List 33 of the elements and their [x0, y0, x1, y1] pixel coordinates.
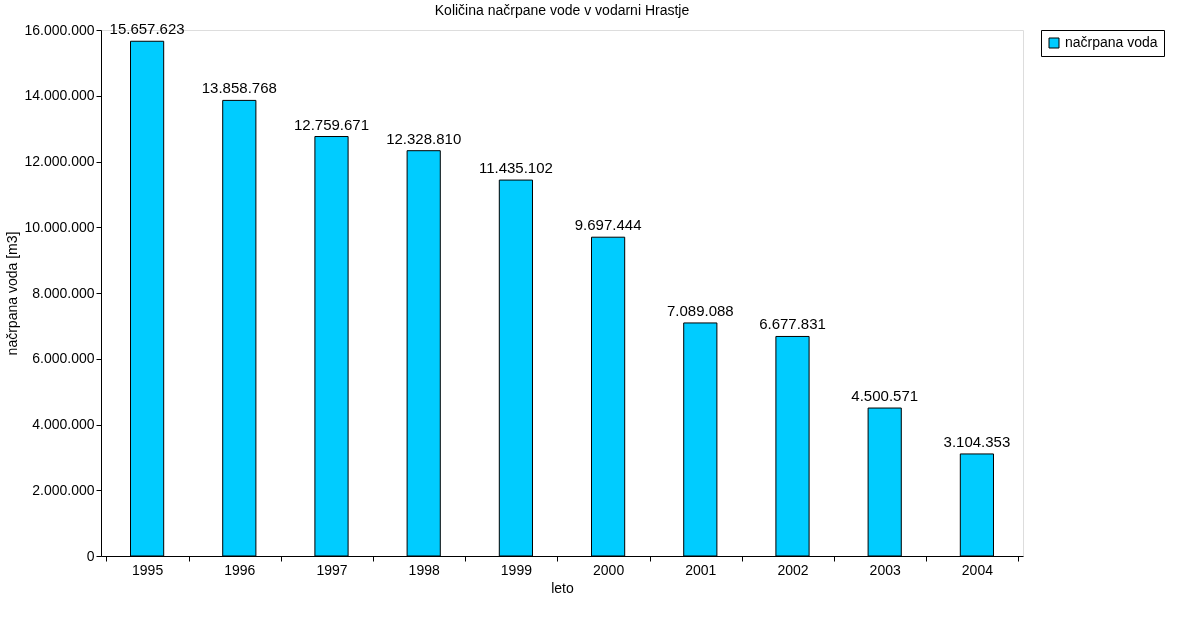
y-tick-label: 6.000.000	[32, 350, 95, 367]
x-tick-label: 2001	[685, 561, 717, 578]
data-label: 7.089.088	[666, 301, 734, 319]
data-label: 11.435.102	[478, 159, 553, 177]
x-tick-label: 2000	[593, 561, 625, 578]
data-label: 4.500.571	[851, 387, 919, 405]
x-tick-label: 2002	[777, 561, 809, 578]
data-label: 15.657.623	[109, 20, 185, 38]
y-tick-label: 2.000.000	[32, 481, 95, 498]
data-label: 12.759.671	[293, 115, 370, 133]
chart-title: Količina načrpane vode v vodarni Hrastje	[434, 2, 690, 19]
y-tick-label: 8.000.000	[32, 284, 95, 301]
data-label: 6.677.831	[759, 315, 826, 333]
y-tick-label: 10.000.000	[24, 218, 95, 235]
x-tick-label: 2004	[961, 561, 994, 578]
legend-label: načrpana voda	[1065, 34, 1158, 50]
x-tick-label: 1999	[500, 561, 533, 578]
data-label: 12.328.810	[386, 129, 462, 147]
y-tick-label: 4.000.000	[32, 416, 95, 432]
x-tick-label: 1997	[316, 561, 348, 578]
x-tick-label: 1995	[132, 561, 164, 578]
data-label: 3.104.353	[943, 432, 1011, 450]
data-label: 13.858.768	[201, 79, 277, 97]
y-axis-title: načrpana voda [m3]	[4, 231, 21, 356]
x-tick-label: 2003	[869, 561, 901, 578]
y-tick-label: 14.000.000	[24, 87, 95, 104]
y-tick-label: 16.000.000	[24, 21, 95, 38]
x-tick-label: 1996	[224, 561, 256, 578]
y-tick-label: 0	[86, 547, 95, 564]
data-label: 9.697.444	[574, 216, 642, 234]
y-tick-label: 12.000.000	[24, 153, 95, 169]
x-axis-title: leto	[551, 579, 574, 596]
x-tick-label: 1998	[408, 561, 440, 578]
